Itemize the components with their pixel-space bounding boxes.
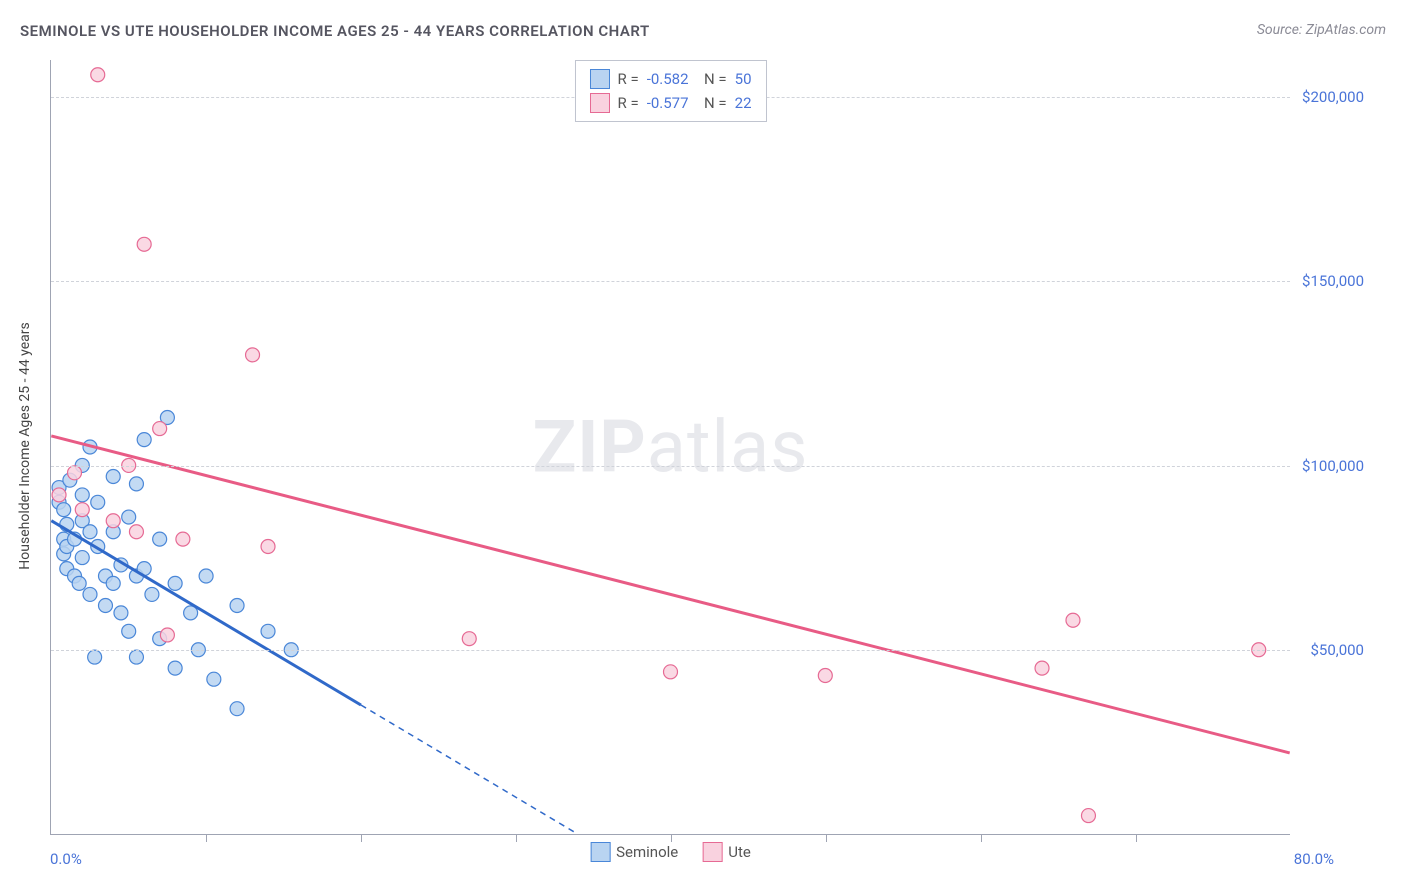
- x-tick: [671, 834, 672, 842]
- data-point: [176, 532, 190, 546]
- data-point: [230, 598, 244, 612]
- gridline: [51, 281, 1290, 282]
- y-axis-title: Householder Income Ages 25 - 44 years: [17, 322, 33, 569]
- legend-swatch-seminole: [590, 842, 610, 862]
- chart-title: SEMINOLE VS UTE HOUSEHOLDER INCOME AGES …: [20, 22, 650, 40]
- legend-ute: Ute: [702, 842, 751, 862]
- data-point: [91, 68, 105, 82]
- data-point: [106, 514, 120, 528]
- data-point: [83, 525, 97, 539]
- stats-row-seminole: R = -0.582 N = 50: [589, 67, 751, 91]
- x-tick: [1136, 834, 1137, 842]
- data-point: [122, 510, 136, 524]
- swatch-ute: [589, 93, 609, 113]
- data-point: [129, 525, 143, 539]
- chart-plot-area: ZIPatlas R = -0.582 N = 50 R = -0.577 N …: [50, 60, 1290, 835]
- y-tick-label: $200,000: [1302, 88, 1364, 106]
- legend-swatch-ute: [702, 842, 722, 862]
- y-tick-label: $150,000: [1302, 272, 1364, 290]
- data-point: [246, 348, 260, 362]
- data-point: [168, 661, 182, 675]
- data-point: [52, 488, 66, 502]
- x-tick: [206, 834, 207, 842]
- data-point: [160, 628, 174, 642]
- legend: Seminole Ute: [590, 842, 751, 862]
- data-point: [153, 422, 167, 436]
- x-tick: [826, 834, 827, 842]
- y-tick-label: $50,000: [1310, 641, 1364, 659]
- data-point: [91, 495, 105, 509]
- data-point: [72, 576, 86, 590]
- data-point: [261, 540, 275, 554]
- data-point: [68, 466, 82, 480]
- data-point: [75, 551, 89, 565]
- data-point: [230, 702, 244, 716]
- data-point: [83, 587, 97, 601]
- data-point: [137, 237, 151, 251]
- legend-label-ute: Ute: [728, 843, 751, 861]
- data-point: [261, 624, 275, 638]
- correlation-stats-box: R = -0.582 N = 50 R = -0.577 N = 22: [574, 60, 766, 122]
- data-point: [106, 469, 120, 483]
- data-point: [462, 632, 476, 646]
- swatch-seminole: [589, 69, 609, 89]
- data-point: [137, 433, 151, 447]
- regression-line-extrapolated: [361, 705, 578, 834]
- data-point: [129, 650, 143, 664]
- x-tick: [981, 834, 982, 842]
- source-credit: Source: ZipAtlas.com: [1257, 22, 1386, 38]
- data-point: [207, 672, 221, 686]
- data-point: [88, 650, 102, 664]
- data-point: [114, 606, 128, 620]
- data-point: [122, 624, 136, 638]
- data-point: [106, 576, 120, 590]
- data-point: [129, 477, 143, 491]
- data-point: [168, 576, 182, 590]
- data-point: [153, 532, 167, 546]
- data-point: [1035, 661, 1049, 675]
- data-point: [98, 598, 112, 612]
- data-point: [1066, 613, 1080, 627]
- gridline: [51, 466, 1290, 467]
- data-point: [1081, 809, 1095, 823]
- legend-label-seminole: Seminole: [616, 843, 678, 861]
- data-point: [75, 503, 89, 517]
- x-axis-min-label: 0.0%: [50, 850, 82, 868]
- x-axis-max-label: 80.0%: [1294, 850, 1334, 868]
- y-tick-label: $100,000: [1302, 457, 1364, 475]
- data-point: [75, 488, 89, 502]
- data-point: [664, 665, 678, 679]
- stats-row-ute: R = -0.577 N = 22: [589, 91, 751, 115]
- x-tick: [516, 834, 517, 842]
- data-point: [199, 569, 213, 583]
- regression-line: [51, 521, 361, 705]
- gridline: [51, 650, 1290, 651]
- data-point: [145, 587, 159, 601]
- data-point: [57, 503, 71, 517]
- data-point: [818, 669, 832, 683]
- scatter-svg: [51, 60, 1290, 834]
- x-tick: [361, 834, 362, 842]
- legend-seminole: Seminole: [590, 842, 678, 862]
